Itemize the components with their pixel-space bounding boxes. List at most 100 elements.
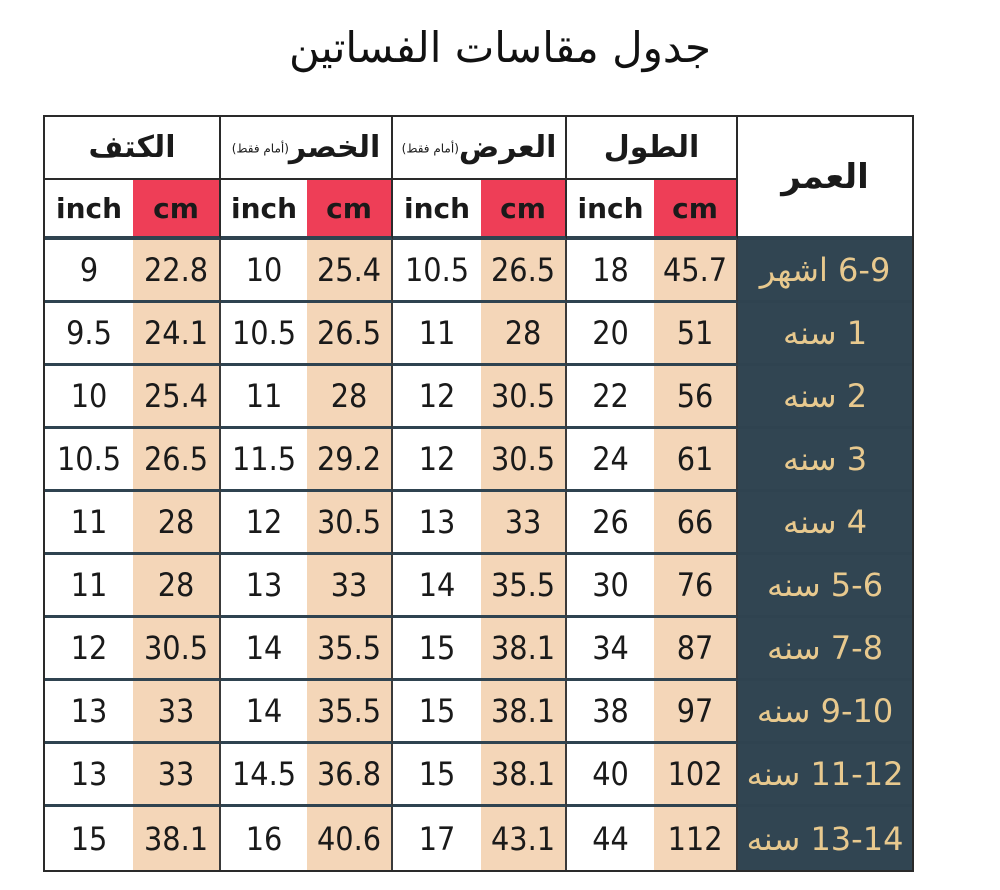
waist-cm-cell: 36.8 bbox=[307, 744, 394, 807]
width-inch-cell: 12 bbox=[393, 429, 482, 492]
shoulder-inch-cell: 13 bbox=[45, 744, 133, 807]
age-cell: 5-6 سنه bbox=[738, 555, 913, 618]
width-inch-cell: 15 bbox=[393, 681, 482, 744]
size-chart-body: 9 22.8 10 25.4 10.5 26.5 18 45.7 6-9 اشهر 9.5 24.1… bbox=[45, 240, 913, 870]
length-inch-cell: 44 bbox=[567, 807, 655, 870]
table-row: 11 28 13 33 14 35.5 30 76 5-6 سنه bbox=[45, 555, 913, 618]
waist-cm-cell: 25.4 bbox=[307, 240, 394, 303]
shoulder-inch-cell: 9.5 bbox=[45, 303, 133, 366]
waist-inch-cell: 10 bbox=[221, 240, 307, 303]
unit-inch-header: inch bbox=[567, 180, 655, 240]
length-cm-cell: 51 bbox=[654, 303, 739, 366]
shoulder-inch-cell: 12 bbox=[45, 618, 133, 681]
age-cell: 2 سنه bbox=[738, 366, 913, 429]
header-row-groups: الكتف الخصر(أمام فقط) العرض(أمام فقط) ال… bbox=[45, 117, 913, 240]
length-cm-cell: 87 bbox=[654, 618, 739, 681]
header-length: الطول bbox=[567, 117, 739, 180]
table-row: 9 22.8 10 25.4 10.5 26.5 18 45.7 6-9 اشهر bbox=[45, 240, 913, 303]
length-inch-cell: 20 bbox=[567, 303, 655, 366]
header-row-units: inch cm inch cm inch cm inch cm bbox=[45, 180, 912, 240]
waist-cm-cell: 35.5 bbox=[307, 681, 394, 744]
width-inch-cell: 10.5 bbox=[393, 240, 482, 303]
width-inch-cell: 13 bbox=[393, 492, 482, 555]
unit-inch-header: inch bbox=[221, 180, 307, 240]
age-cell: 1 سنه bbox=[738, 303, 913, 366]
width-cm-cell: 33 bbox=[481, 492, 568, 555]
header-length-label: الطول bbox=[603, 130, 700, 165]
shoulder-cm-cell: 33 bbox=[133, 744, 221, 807]
shoulder-cm-cell: 26.5 bbox=[133, 429, 221, 492]
width-inch-cell: 17 bbox=[393, 807, 482, 870]
table-row: 13 33 14 35.5 15 38.1 38 97 9-10 سنه bbox=[45, 681, 913, 744]
width-cm-cell: 38.1 bbox=[481, 618, 568, 681]
age-cell: 4 سنه bbox=[738, 492, 913, 555]
length-inch-cell: 24 bbox=[567, 429, 655, 492]
width-cm-cell: 30.5 bbox=[481, 429, 568, 492]
shoulder-cm-cell: 38.1 bbox=[133, 807, 221, 870]
width-inch-cell: 15 bbox=[393, 744, 482, 807]
waist-inch-cell: 14.5 bbox=[221, 744, 307, 807]
width-inch-cell: 11 bbox=[393, 303, 482, 366]
width-cm-cell: 35.5 bbox=[481, 555, 568, 618]
width-cm-cell: 43.1 bbox=[481, 807, 568, 870]
table-row: 13 33 14.5 36.8 15 38.1 40 102 11-12 سنه bbox=[45, 744, 913, 807]
shoulder-cm-cell: 28 bbox=[133, 555, 221, 618]
waist-inch-cell: 14 bbox=[221, 681, 307, 744]
shoulder-inch-cell: 10 bbox=[45, 366, 133, 429]
waist-inch-cell: 13 bbox=[221, 555, 307, 618]
table-row: 12 30.5 14 35.5 15 38.1 34 87 7-8 سنه bbox=[45, 618, 913, 681]
length-cm-cell: 61 bbox=[654, 429, 739, 492]
waist-inch-cell: 11 bbox=[221, 366, 307, 429]
length-inch-cell: 18 bbox=[567, 240, 655, 303]
waist-cm-cell: 29.2 bbox=[307, 429, 394, 492]
waist-inch-cell: 11.5 bbox=[221, 429, 307, 492]
age-cell: 13-14 سنه bbox=[738, 807, 913, 870]
age-cell: 3 سنه bbox=[738, 429, 913, 492]
unit-cm-header: cm bbox=[307, 180, 394, 240]
header-shoulder: الكتف bbox=[45, 117, 221, 180]
length-cm-cell: 97 bbox=[654, 681, 739, 744]
shoulder-cm-cell: 25.4 bbox=[133, 366, 221, 429]
width-inch-cell: 15 bbox=[393, 618, 482, 681]
age-cell: 9-10 سنه bbox=[738, 681, 913, 744]
waist-cm-cell: 30.5 bbox=[307, 492, 394, 555]
length-cm-cell: 56 bbox=[654, 366, 739, 429]
width-cm-cell: 26.5 bbox=[481, 240, 568, 303]
size-chart-table: الكتف الخصر(أمام فقط) العرض(أمام فقط) ال… bbox=[43, 115, 915, 872]
length-inch-cell: 30 bbox=[567, 555, 655, 618]
table-row: 9.5 24.1 10.5 26.5 11 28 20 51 1 سنه bbox=[45, 303, 913, 366]
length-inch-cell: 26 bbox=[567, 492, 655, 555]
header-waist: الخصر(أمام فقط) bbox=[221, 117, 394, 180]
waist-cm-cell: 26.5 bbox=[307, 303, 394, 366]
header-width: العرض(أمام فقط) bbox=[393, 117, 568, 180]
width-inch-cell: 14 bbox=[393, 555, 482, 618]
header-waist-note: (أمام فقط) bbox=[231, 141, 289, 156]
waist-inch-cell: 12 bbox=[221, 492, 307, 555]
length-inch-cell: 40 bbox=[567, 744, 655, 807]
header-waist-label: الخصر bbox=[288, 130, 381, 165]
unit-inch-header: inch bbox=[45, 180, 133, 240]
waist-inch-cell: 14 bbox=[221, 618, 307, 681]
shoulder-cm-cell: 22.8 bbox=[133, 240, 221, 303]
waist-cm-cell: 40.6 bbox=[307, 807, 394, 870]
width-cm-cell: 38.1 bbox=[481, 744, 568, 807]
table-row: 11 28 12 30.5 13 33 26 66 4 سنه bbox=[45, 492, 913, 555]
shoulder-inch-cell: 10.5 bbox=[45, 429, 133, 492]
header-age: العمر bbox=[738, 117, 913, 240]
shoulder-inch-cell: 9 bbox=[45, 240, 133, 303]
unit-inch-header: inch bbox=[393, 180, 482, 240]
unit-cm-header: cm bbox=[133, 180, 221, 240]
waist-cm-cell: 35.5 bbox=[307, 618, 394, 681]
width-cm-cell: 38.1 bbox=[481, 681, 568, 744]
waist-cm-cell: 28 bbox=[307, 366, 394, 429]
unit-cm-header: cm bbox=[481, 180, 568, 240]
header-width-note: (أمام فقط) bbox=[401, 141, 459, 156]
length-inch-cell: 34 bbox=[567, 618, 655, 681]
header-shoulder-label: الكتف bbox=[88, 130, 176, 165]
length-cm-cell: 76 bbox=[654, 555, 739, 618]
width-cm-cell: 28 bbox=[481, 303, 568, 366]
shoulder-inch-cell: 13 bbox=[45, 681, 133, 744]
shoulder-cm-cell: 33 bbox=[133, 681, 221, 744]
length-cm-cell: 66 bbox=[654, 492, 739, 555]
shoulder-cm-cell: 30.5 bbox=[133, 618, 221, 681]
